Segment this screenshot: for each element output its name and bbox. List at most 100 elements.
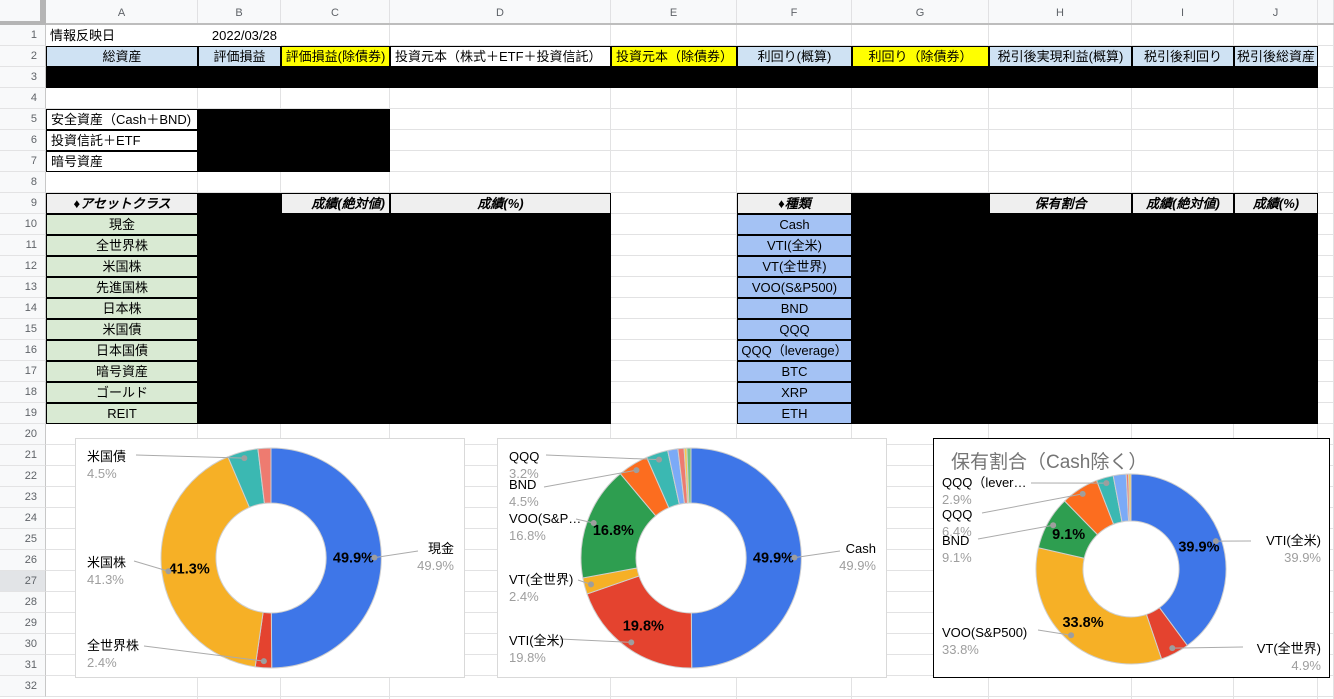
row-header-31[interactable]: 31 xyxy=(0,655,46,676)
column-header-A[interactable]: A xyxy=(46,0,198,25)
row-header-10[interactable]: 10 xyxy=(0,214,46,235)
cell-A18[interactable]: ゴールド xyxy=(46,382,198,403)
cell-G2[interactable]: 利回り（除債券） xyxy=(852,46,989,67)
row-header-1[interactable]: 1 xyxy=(0,25,46,46)
cell-A16[interactable]: 日本国債 xyxy=(46,340,198,361)
cell-F11[interactable]: VTI(全米) xyxy=(737,235,852,256)
column-header-D[interactable]: D xyxy=(390,0,611,25)
row-header-29[interactable]: 29 xyxy=(0,613,46,634)
cell-J9[interactable]: 成績(%) xyxy=(1234,193,1318,214)
row-header-6[interactable]: 6 xyxy=(0,130,46,151)
chart-2[interactable]: 49.9% 19.8% 16.8% QQQ 3.2% BND 4.5% VOO(S&P… 16.… xyxy=(497,438,887,678)
row-header-25[interactable]: 25 xyxy=(0,529,46,550)
cell-A7[interactable]: 暗号資産 xyxy=(46,151,198,172)
cell-H2[interactable]: 税引後実現利益(概算) xyxy=(989,46,1132,67)
chart-1[interactable]: 49.9% 41.3% 米国債 4.5% 米国株 41.3% 全世界株 2.4% 現金 49.9% xyxy=(75,438,465,678)
cell-A2[interactable]: 総資産 xyxy=(46,46,198,67)
cell-A12[interactable]: 米国株 xyxy=(46,256,198,277)
cell-A9[interactable]: ♦アセットクラス xyxy=(46,193,198,214)
cell-A6[interactable]: 投資信託＋ETF xyxy=(46,130,198,151)
column-header-I[interactable]: I xyxy=(1132,0,1234,25)
cell-D2[interactable]: 投資元本（株式＋ETF＋投資信託） xyxy=(390,46,611,67)
cell-A5[interactable]: 安全資産（Cash＋BND) xyxy=(46,109,198,130)
cell-F12[interactable]: VT(全世界) xyxy=(737,256,852,277)
chart-3[interactable]: 39.9% 33.8% 9.1% QQQ（lever… 2.9% QQQ 6.4% BND 9.… xyxy=(933,438,1330,678)
column-header-G[interactable]: G xyxy=(852,0,989,25)
row-header-15[interactable]: 15 xyxy=(0,319,46,340)
pie-slice[interactable] xyxy=(257,447,272,504)
cell-A14[interactable]: 日本株 xyxy=(46,298,198,319)
row-header-23[interactable]: 23 xyxy=(0,487,46,508)
row-header-27[interactable]: 27 xyxy=(0,571,46,592)
row-header-22[interactable]: 22 xyxy=(0,466,46,487)
pie-slice[interactable] xyxy=(686,447,692,504)
row-header-2[interactable]: 2 xyxy=(0,46,46,67)
cell-F18[interactable]: XRP xyxy=(737,382,852,403)
cell-F13[interactable]: VOO(S&P500) xyxy=(737,277,852,298)
row-header-13[interactable]: 13 xyxy=(0,277,46,298)
pie-slice[interactable] xyxy=(270,447,382,669)
cell-A19[interactable]: REIT xyxy=(46,403,198,424)
column-header-B[interactable]: B xyxy=(198,0,281,25)
cell-F9[interactable]: ♦種類 xyxy=(737,193,852,214)
row-header-5[interactable]: 5 xyxy=(0,109,46,130)
row-header-17[interactable]: 17 xyxy=(0,361,46,382)
cell-F2[interactable]: 利回り(概算) xyxy=(737,46,852,67)
cell-J2[interactable]: 税引後総資産 xyxy=(1234,46,1318,67)
cell-I9[interactable]: 成績(絶対値) xyxy=(1132,193,1234,214)
cell-D9[interactable]: 成績(%) xyxy=(390,193,611,214)
row-header-30[interactable]: 30 xyxy=(0,634,46,655)
cell-F19[interactable]: ETH xyxy=(737,403,852,424)
cell-I2[interactable]: 税引後利回り xyxy=(1132,46,1234,67)
frozen-col-handle[interactable] xyxy=(40,0,46,25)
row-header-11[interactable]: 11 xyxy=(0,235,46,256)
column-header-E[interactable]: E xyxy=(611,0,737,25)
callout-percent: 33.8% xyxy=(942,642,979,657)
cell-A1[interactable]: 情報反映日 xyxy=(46,25,198,46)
select-all-corner[interactable] xyxy=(0,0,46,25)
row-header-19[interactable]: 19 xyxy=(0,403,46,424)
cell-B2[interactable]: 評価損益 xyxy=(198,46,281,67)
cell-F14[interactable]: BND xyxy=(737,298,852,319)
column-header-H[interactable]: H xyxy=(989,0,1132,25)
cell-F16[interactable]: QQQ（leverage） xyxy=(737,340,852,361)
cell-C9[interactable]: 成績(絶対値) xyxy=(281,193,390,214)
row-header-18[interactable]: 18 xyxy=(0,382,46,403)
pie-slice[interactable] xyxy=(160,456,264,668)
cell-C2[interactable]: 評価損益(除債券) xyxy=(281,46,390,67)
row-header-24[interactable]: 24 xyxy=(0,508,46,529)
cell-F15[interactable]: QQQ xyxy=(737,319,852,340)
cell-F17[interactable]: BTC xyxy=(737,361,852,382)
frozen-row-handle[interactable] xyxy=(0,21,46,25)
cell-A11[interactable]: 全世界株 xyxy=(46,235,198,256)
row-header-4[interactable]: 4 xyxy=(0,88,46,109)
column-header-J[interactable]: J xyxy=(1234,0,1318,25)
row-header-8[interactable]: 8 xyxy=(0,172,46,193)
cell-E2[interactable]: 投資元本（除債券） xyxy=(611,46,737,67)
column-header-C[interactable]: C xyxy=(281,0,390,25)
row-header-3[interactable]: 3 xyxy=(0,67,46,88)
pie-slice[interactable] xyxy=(1128,473,1132,522)
cell-A15[interactable]: 米国債 xyxy=(46,319,198,340)
cell-A10[interactable]: 現金 xyxy=(46,214,198,235)
row-header-28[interactable]: 28 xyxy=(0,592,46,613)
row-header-7[interactable]: 7 xyxy=(0,151,46,172)
row-header-21[interactable]: 21 xyxy=(0,445,46,466)
row-header-32[interactable]: 32 xyxy=(0,676,46,697)
column-header-F[interactable]: F xyxy=(737,0,852,25)
row-header-16[interactable]: 16 xyxy=(0,340,46,361)
cell-A17[interactable]: 暗号資産 xyxy=(46,361,198,382)
pie-slice[interactable] xyxy=(1130,473,1227,647)
row-header-14[interactable]: 14 xyxy=(0,298,46,319)
cell-B1[interactable]: 2022/03/28 xyxy=(198,25,281,46)
cell-H9[interactable]: 保有割合 xyxy=(989,193,1132,214)
row-header-26[interactable]: 26 xyxy=(0,550,46,571)
cell-F10[interactable]: Cash xyxy=(737,214,852,235)
cell-A13[interactable]: 先進国株 xyxy=(46,277,198,298)
row-header-12[interactable]: 12 xyxy=(0,256,46,277)
pie-slice[interactable] xyxy=(1035,547,1163,665)
column-header-partial[interactable] xyxy=(1318,0,1334,25)
row-header-9[interactable]: 9 xyxy=(0,193,46,214)
row-header-20[interactable]: 20 xyxy=(0,424,46,445)
pie-slice[interactable] xyxy=(690,447,802,669)
